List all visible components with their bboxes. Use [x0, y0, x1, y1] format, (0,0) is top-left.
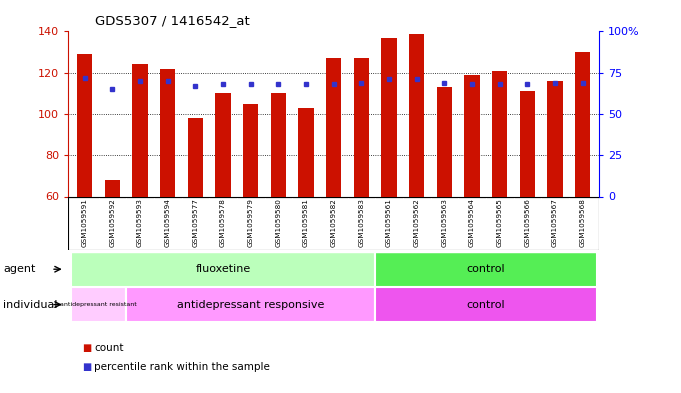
Bar [77, 54, 93, 196]
Text: individual: individual [3, 299, 58, 310]
Bar [437, 87, 452, 196]
Text: GSM1059591: GSM1059591 [82, 198, 88, 247]
Text: ■: ■ [82, 362, 91, 373]
Text: antidepressant responsive: antidepressant responsive [177, 299, 324, 310]
Bar [375, 287, 597, 322]
Text: fluoxetine: fluoxetine [195, 264, 251, 274]
Bar [126, 287, 375, 322]
Text: GSM1059579: GSM1059579 [248, 198, 254, 247]
Text: GSM1059592: GSM1059592 [110, 198, 115, 247]
Text: GSM1059580: GSM1059580 [275, 198, 281, 247]
Text: agent: agent [3, 264, 36, 274]
Bar [105, 180, 120, 196]
Bar [409, 33, 424, 196]
Text: GSM1059564: GSM1059564 [469, 198, 475, 247]
Text: GSM1059581: GSM1059581 [303, 198, 309, 247]
Text: GSM1059582: GSM1059582 [331, 198, 336, 247]
Text: GSM1059577: GSM1059577 [192, 198, 198, 247]
Bar [298, 108, 314, 196]
Bar [548, 81, 563, 196]
Text: control: control [466, 299, 505, 310]
Text: GSM1059593: GSM1059593 [137, 198, 143, 247]
Bar [326, 58, 341, 196]
Text: antidepressant resistant: antidepressant resistant [60, 302, 137, 307]
Bar [71, 252, 375, 287]
Text: GSM1059563: GSM1059563 [441, 198, 447, 247]
Text: count: count [94, 343, 123, 353]
Text: GSM1059567: GSM1059567 [552, 198, 558, 247]
Bar [188, 118, 203, 196]
Text: percentile rank within the sample: percentile rank within the sample [94, 362, 270, 373]
Bar [243, 104, 258, 196]
Text: GSM1059566: GSM1059566 [524, 198, 530, 247]
Text: control: control [466, 264, 505, 274]
Bar [215, 94, 231, 196]
Text: GSM1059562: GSM1059562 [413, 198, 419, 247]
Bar [575, 52, 590, 196]
Text: GSM1059583: GSM1059583 [358, 198, 364, 247]
Text: GSM1059568: GSM1059568 [580, 198, 586, 247]
Bar [71, 287, 126, 322]
Bar [381, 38, 396, 197]
Bar [353, 58, 369, 196]
Bar [492, 71, 507, 196]
Text: GSM1059578: GSM1059578 [220, 198, 226, 247]
Text: GSM1059594: GSM1059594 [165, 198, 171, 247]
Bar [160, 68, 175, 196]
Text: ■: ■ [82, 343, 91, 353]
Text: GDS5307 / 1416542_at: GDS5307 / 1416542_at [95, 14, 250, 27]
Bar [271, 94, 286, 196]
Bar [464, 75, 479, 196]
Bar [375, 252, 597, 287]
Text: GSM1059565: GSM1059565 [496, 198, 503, 247]
Bar [132, 64, 148, 196]
Bar [520, 91, 535, 196]
Text: GSM1059561: GSM1059561 [386, 198, 392, 247]
